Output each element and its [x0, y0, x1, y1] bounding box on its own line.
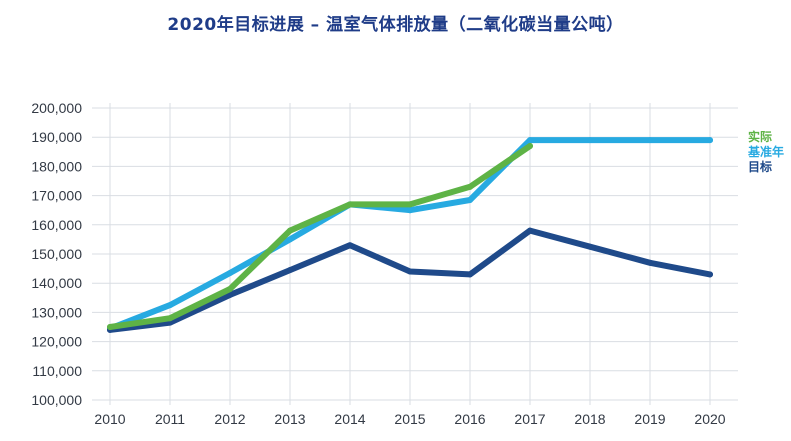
data-point	[527, 227, 533, 234]
y-tick-label: 140,000	[31, 275, 82, 291]
x-tick-label: 2016	[454, 411, 485, 427]
data-point	[107, 324, 113, 330]
data-point	[527, 137, 533, 144]
data-point	[467, 271, 473, 278]
y-tick-label: 150,000	[31, 246, 82, 262]
data-point	[407, 268, 413, 275]
x-tick-label: 2014	[334, 411, 365, 427]
y-tick-label: 170,000	[31, 188, 82, 204]
data-point	[647, 259, 653, 266]
data-point	[287, 267, 293, 274]
data-point	[287, 227, 293, 234]
chart-title: 2020年目标进展 – 温室气体排放量（二氧化碳当量公吨）	[167, 15, 624, 35]
x-tick-label: 2020	[694, 411, 725, 427]
data-point	[347, 242, 353, 249]
y-tick-label: 190,000	[31, 129, 82, 145]
data-point	[287, 236, 293, 243]
data-point	[647, 137, 653, 144]
data-point	[527, 142, 533, 149]
x-tick-label: 2019	[634, 411, 665, 427]
series-lines	[107, 137, 713, 333]
legend-label: 目标	[748, 159, 772, 174]
data-point	[227, 291, 233, 298]
x-axis-ticks: 2010 2011 2012 2013 2014 2015 2016 2017 2018 2019…	[94, 411, 725, 427]
data-point	[167, 302, 173, 309]
data-point	[167, 315, 173, 322]
series-line-2	[107, 143, 533, 330]
y-tick-label: 110,000	[32, 363, 82, 379]
legend-label: 基准年	[747, 144, 784, 159]
data-point	[587, 137, 593, 144]
data-point	[407, 207, 413, 214]
data-point	[467, 196, 473, 203]
x-tick-label: 2015	[394, 411, 425, 427]
data-point	[467, 183, 473, 190]
y-tick-label: 200,000	[31, 100, 82, 116]
data-point	[587, 243, 593, 250]
y-tick-label: 100,000	[31, 392, 82, 408]
x-tick-label: 2013	[274, 411, 305, 427]
y-tick-label: 130,000	[31, 304, 82, 320]
legend-label: 实际	[748, 129, 772, 144]
x-tick-label: 2011	[155, 411, 185, 427]
data-point	[227, 269, 233, 276]
data-point	[407, 201, 413, 208]
y-tick-label: 180,000	[31, 158, 82, 174]
y-tick-label: 120,000	[31, 334, 82, 350]
y-tick-label: 160,000	[31, 217, 82, 233]
data-point	[707, 271, 713, 278]
data-point	[347, 201, 353, 208]
grid-lines	[92, 103, 738, 405]
y-axis-ticks: 100,000 110,000 120,000 130,000 140,000 150,0…	[31, 100, 82, 408]
x-tick-label: 2010	[94, 411, 125, 427]
data-point	[707, 137, 713, 144]
data-point	[227, 286, 233, 293]
x-tick-label: 2017	[514, 411, 545, 427]
x-tick-label: 2018	[574, 411, 605, 427]
x-tick-label: 2012	[214, 411, 245, 427]
